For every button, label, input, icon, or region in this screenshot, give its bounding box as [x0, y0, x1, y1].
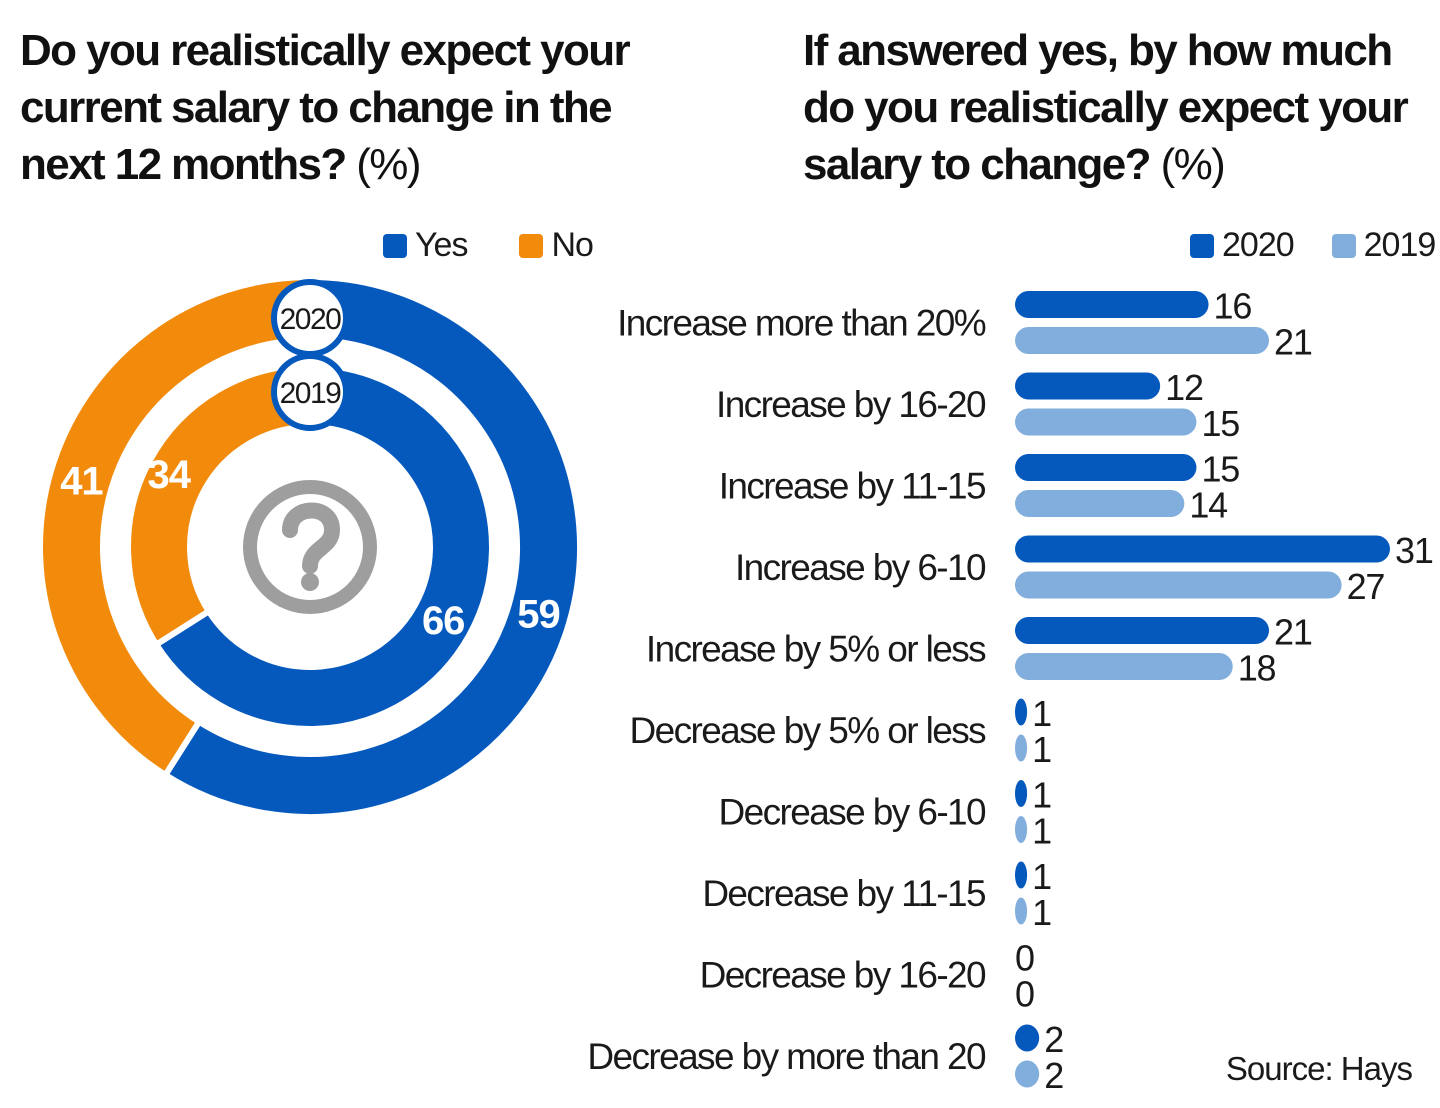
bar-value-2019-decrease-by-16-20: 0 — [1015, 974, 1034, 1015]
donut-value-no-2020: 41 — [60, 460, 103, 504]
legend-swatch-no — [519, 233, 544, 258]
bar-2019-decrease-by-6-10 — [1015, 816, 1028, 843]
bar-2020-increase-by-11-15 — [1015, 454, 1197, 481]
legend-swatch-2020 — [1190, 233, 1214, 258]
bar-value-2020-decrease-by-more-than-20: 2 — [1044, 1019, 1063, 1060]
bar-category-label: Decrease by more than 20 — [587, 1036, 986, 1077]
right-title-unit: (%) — [1160, 140, 1226, 189]
bar-2019-increase-by-6-10 — [1015, 571, 1342, 599]
bar-value-2020-increase-by-11-15: 15 — [1201, 449, 1239, 490]
bar-value-2019-decrease-by-6-10: 1 — [1032, 811, 1051, 852]
bar-value-2020-increase-more-than-20pct: 16 — [1214, 286, 1252, 327]
bar-value-2020-decrease-by-5pct-or-less: 1 — [1032, 693, 1051, 734]
bar-2020-increase-by-5pct-or-less — [1015, 617, 1270, 644]
bar-category-label: Decrease by 5% or less — [629, 710, 986, 751]
bar-category-label: Decrease by 16-20 — [700, 955, 986, 996]
bar-2019-increase-by-16-20 — [1015, 408, 1197, 436]
left-title-unit: (%) — [356, 140, 421, 189]
left-chart-title: Do you realistically expect your current… — [20, 22, 660, 193]
bar-category-label: Decrease by 6-10 — [719, 792, 986, 833]
bar-category-label: Increase more than 20% — [617, 303, 986, 344]
bar-2020-decrease-by-more-than-20 — [1015, 1024, 1040, 1052]
donut-value-no-2019: 34 — [148, 453, 192, 497]
bar-category-label: Increase by 5% or less — [646, 629, 986, 670]
legend-item-2020: 2020 — [1190, 226, 1295, 265]
bar-2020-decrease-by-5pct-or-less — [1015, 698, 1028, 726]
bar-2020-increase-by-6-10 — [1015, 535, 1390, 563]
bar-value-2020-decrease-by-16-20: 0 — [1015, 938, 1034, 979]
donut-slice-yes-2020 — [161, 273, 583, 820]
ring-year-badge-2019 — [271, 353, 349, 431]
bar-category-label: Increase by 16-20 — [716, 384, 986, 425]
bar-category-label: Increase by 6-10 — [735, 547, 986, 588]
bar-value-2020-increase-by-6-10: 31 — [1395, 530, 1433, 571]
bar-2019-increase-by-11-15 — [1015, 490, 1185, 517]
bar-2019-decrease-by-5pct-or-less — [1015, 734, 1028, 762]
donut-slice-no-2020 — [37, 273, 313, 780]
bar-2020-decrease-by-6-10 — [1015, 780, 1028, 807]
donut-slice-yes-2019 — [152, 361, 495, 732]
donut-value-yes-2020: 59 — [517, 592, 560, 636]
donut-legend: Yes No — [383, 226, 594, 265]
bar-2019-increase-more-than-20pct — [1015, 327, 1270, 354]
ring-year-label-2019: 2019 — [280, 377, 342, 410]
right-chart-title: If answered yes, by how much do you real… — [803, 22, 1423, 193]
legend-label-yes: Yes — [415, 226, 468, 264]
bar-2020-increase-by-16-20 — [1015, 372, 1161, 400]
bar-value-2020-increase-by-16-20: 12 — [1165, 367, 1203, 408]
legend-label-2020: 2020 — [1222, 226, 1295, 264]
bar-value-2019-increase-by-5pct-or-less: 18 — [1238, 648, 1276, 689]
bar-2020-increase-more-than-20pct — [1015, 291, 1209, 318]
bar-value-2019-increase-by-11-15: 14 — [1189, 485, 1227, 526]
legend-swatch-yes — [383, 233, 407, 258]
bar-value-2020-decrease-by-11-15: 1 — [1032, 856, 1051, 897]
bar-2019-decrease-by-11-15 — [1015, 897, 1028, 925]
legend-label-2019: 2019 — [1363, 226, 1437, 264]
donut-value-yes-2019: 66 — [422, 599, 465, 643]
ring-year-label-2020: 2020 — [280, 303, 342, 336]
bar-2019-increase-by-5pct-or-less — [1015, 653, 1233, 680]
bar-value-2019-decrease-by-11-15: 1 — [1032, 892, 1051, 933]
left-title-text: Do you realistically expect your current… — [20, 26, 631, 189]
bar-value-2020-increase-by-5pct-or-less: 21 — [1274, 612, 1312, 653]
legend-label-no: No — [551, 226, 593, 264]
bar-category-label: Increase by 11-15 — [719, 466, 986, 507]
bar-value-2019-increase-by-16-20: 15 — [1201, 403, 1239, 444]
question-mark-icon — [243, 480, 377, 614]
bar-legend: 2020 2019 — [1190, 226, 1437, 265]
bar-value-2019-decrease-by-more-than-20: 2 — [1044, 1055, 1063, 1096]
bar-value-2020-decrease-by-6-10: 1 — [1032, 775, 1051, 816]
bar-2019-decrease-by-more-than-20 — [1015, 1060, 1040, 1088]
bar-value-2019-increase-by-6-10: 27 — [1347, 566, 1385, 607]
bar-value-2019-increase-more-than-20pct: 21 — [1274, 322, 1312, 363]
source-note: Source: Hays — [1225, 1050, 1413, 1087]
bar-value-2019-decrease-by-5pct-or-less: 1 — [1032, 729, 1051, 770]
bar-category-label: Decrease by 11-15 — [702, 873, 986, 914]
legend-item-2019: 2019 — [1331, 226, 1437, 265]
legend-item-no: No — [519, 226, 594, 265]
bar-2020-decrease-by-11-15 — [1015, 861, 1028, 889]
legend-item-yes: Yes — [383, 226, 468, 265]
legend-swatch-2019 — [1331, 233, 1356, 258]
right-title-text: If answered yes, by how much do you real… — [803, 26, 1409, 189]
